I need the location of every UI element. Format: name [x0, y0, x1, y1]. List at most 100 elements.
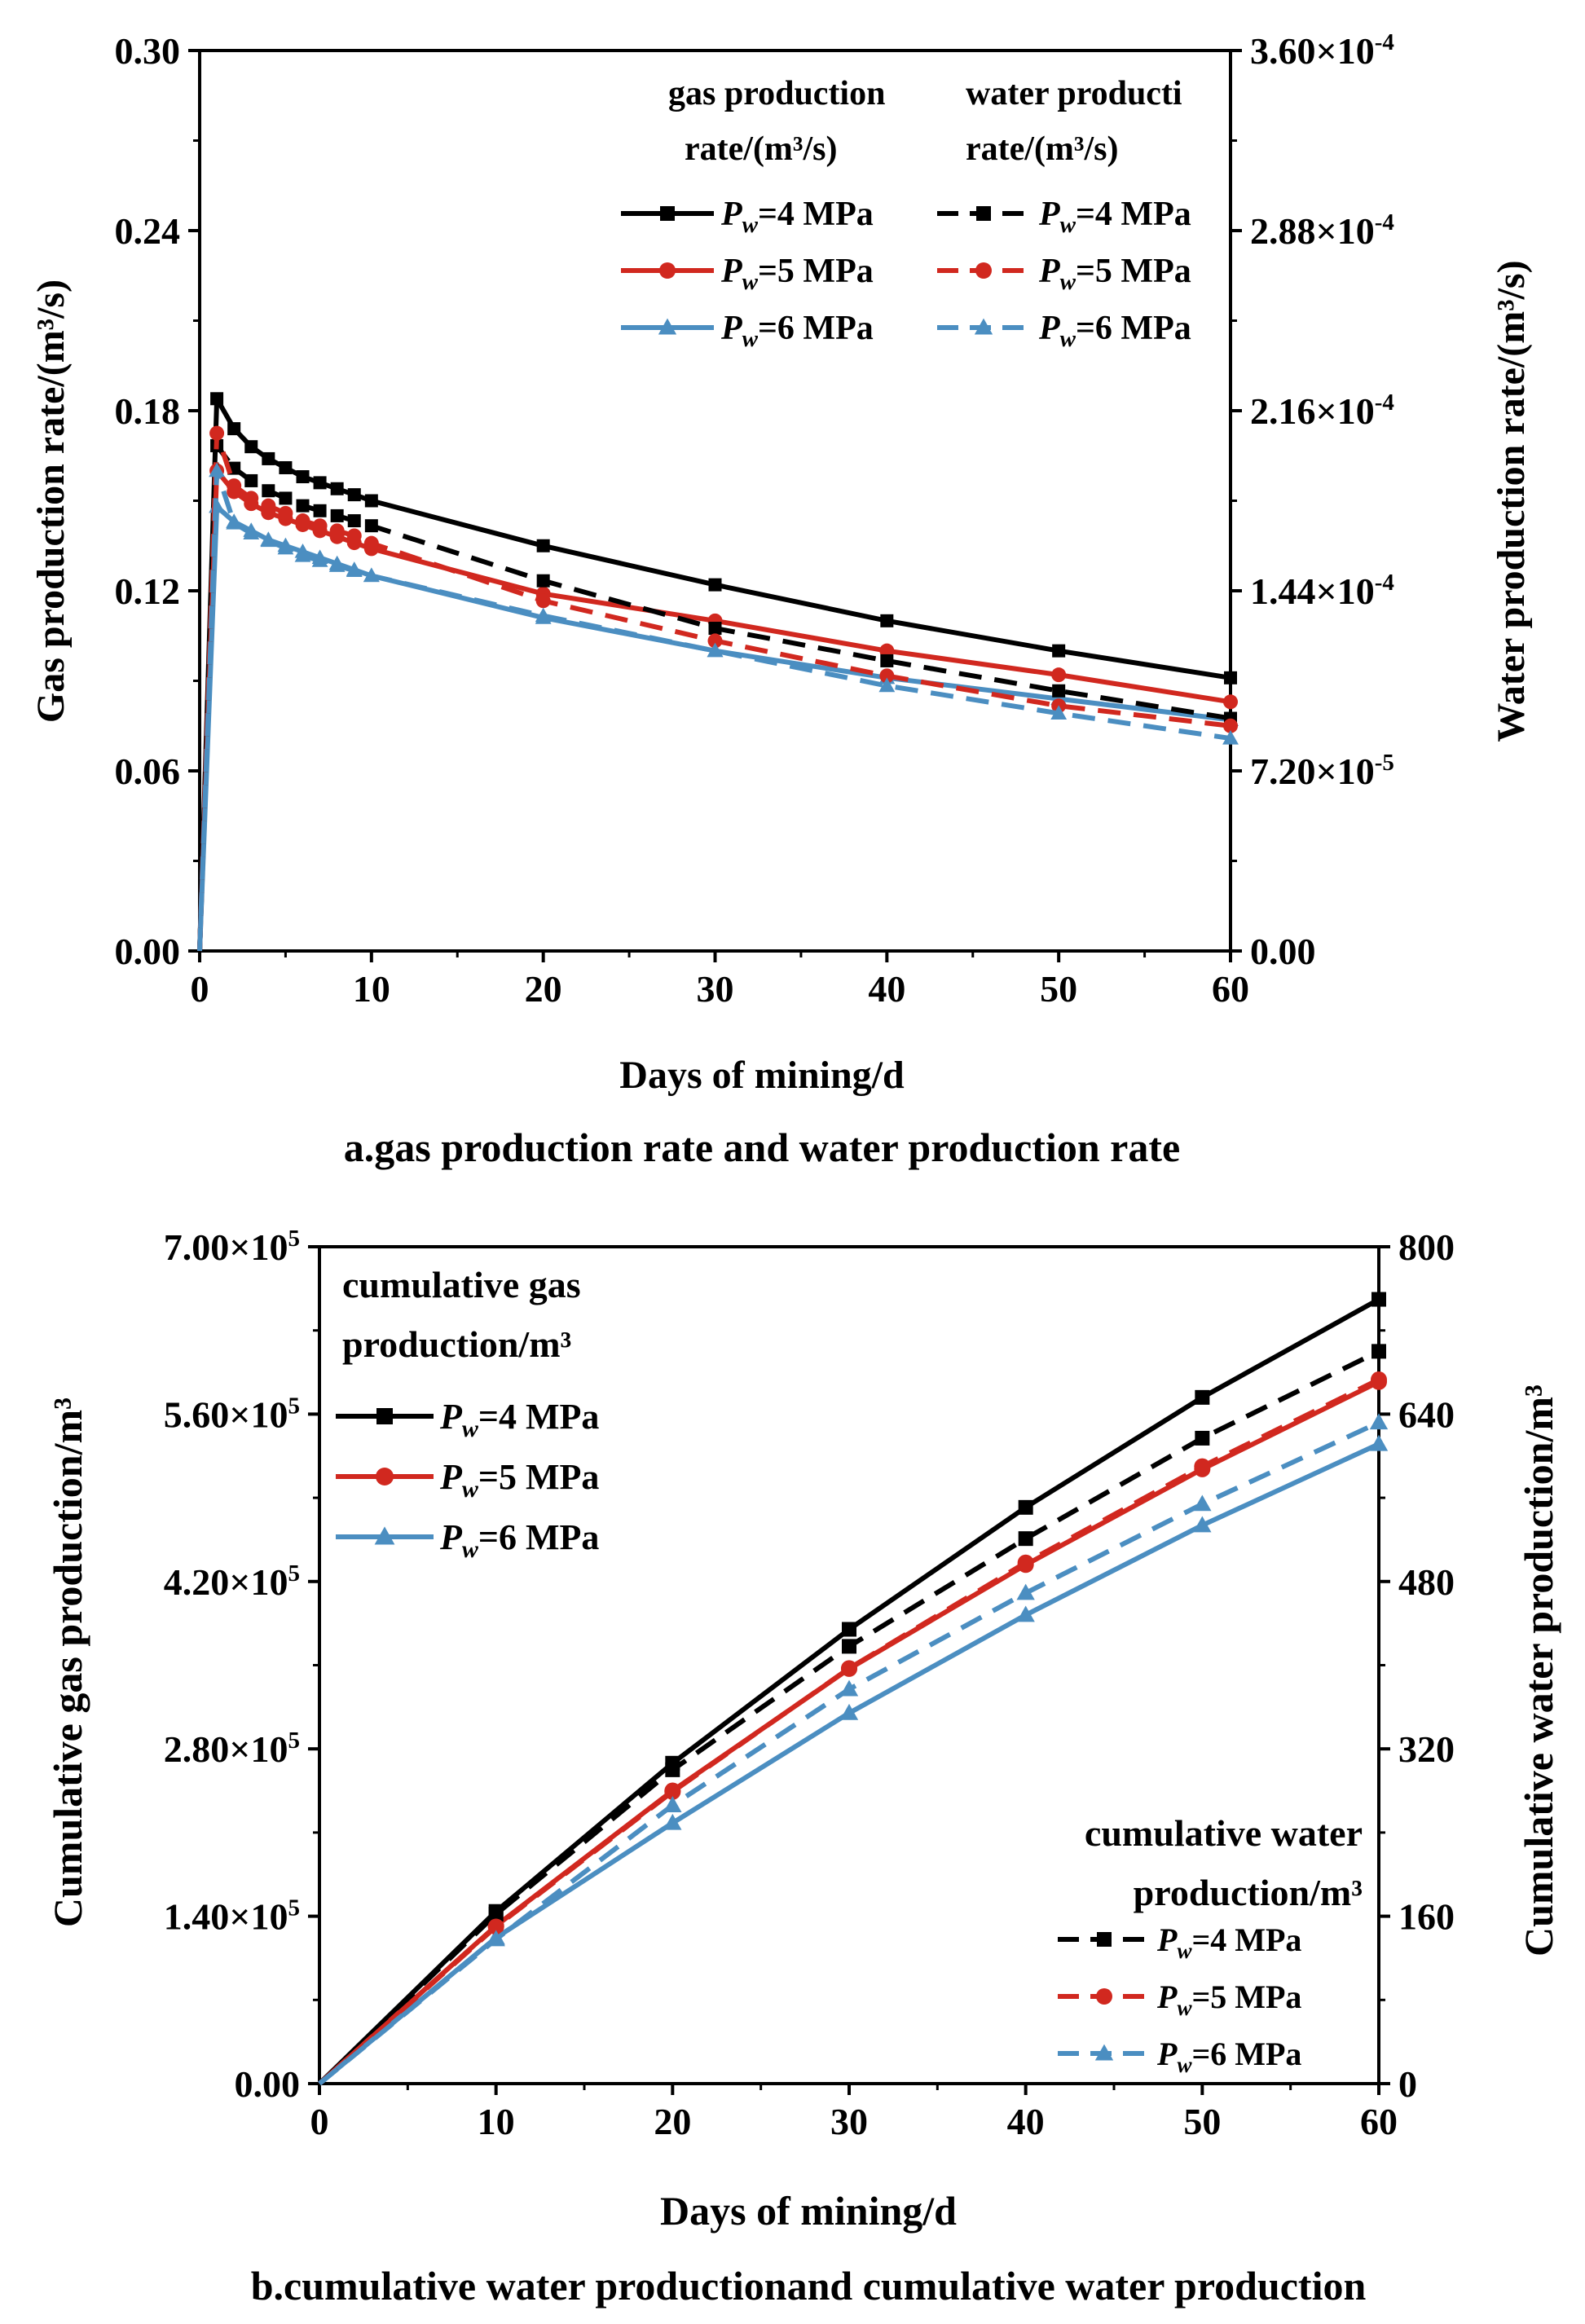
- legend-cum-water-entry-3: [1058, 2044, 1151, 2061]
- legend-gas-label-1: Pw=4 MPa: [720, 196, 874, 238]
- legend-gas-title-line1: gas production: [668, 75, 885, 112]
- data-point: [708, 578, 722, 592]
- y-left-tick-label: 0.00: [235, 2063, 301, 2105]
- data-point: [347, 514, 361, 528]
- data-point: [346, 528, 362, 544]
- data-point: [536, 539, 550, 552]
- series-2-line: [197, 468, 1231, 952]
- data-point: [841, 1660, 857, 1677]
- data-point: [311, 552, 328, 567]
- data-point: [1017, 1554, 1034, 1571]
- data-point: [296, 499, 310, 513]
- series-5: [318, 1371, 1387, 2086]
- legend-gas-title-line2: rate/(m³/s): [685, 130, 838, 168]
- series-4: [197, 438, 1237, 952]
- legend-cum-water-title-line2: production/m³: [1134, 1872, 1363, 1913]
- data-point: [665, 1762, 680, 1777]
- legend-gas-entry-1: [621, 206, 714, 221]
- series-1: [197, 392, 1237, 952]
- y-left-tick-label: 2.80×105: [164, 1728, 300, 1770]
- data-point: [313, 504, 327, 517]
- data-point: [364, 519, 378, 533]
- y-left-tick-label: 7.00×105: [164, 1226, 300, 1268]
- data-point: [1195, 1389, 1210, 1405]
- chart-b-legend: cumulative gas production/m³ Pw=4 MPa Pw=5 …: [336, 1264, 1363, 2077]
- data-point: [295, 513, 310, 529]
- y-right-tick-label: 480: [1398, 1561, 1455, 1603]
- data-point: [1018, 1531, 1033, 1547]
- data-point: [278, 505, 293, 521]
- y-right-tick-label: 2.88×10-4: [1250, 209, 1394, 252]
- data-point: [1222, 730, 1239, 745]
- legend-gas-label-2: Pw=5 MPa: [720, 253, 874, 295]
- y-right-tick-label: 160: [1398, 1896, 1455, 1938]
- chart-b-plot-area: [317, 1292, 1389, 2086]
- y-right-tick-label: 1.44×10-4: [1250, 570, 1394, 612]
- x-tick-label: 0: [310, 2101, 329, 2142]
- legend-water-entry-1: [937, 206, 1030, 221]
- legend-water-entry-3-marker: [974, 318, 993, 335]
- data-point: [363, 567, 380, 583]
- legend-cum-gas-entry-1: [336, 1408, 434, 1424]
- data-point: [330, 508, 344, 522]
- data-point: [1051, 667, 1067, 683]
- series-6-line: [197, 468, 1231, 952]
- chart-a-x-axis-label: Days of mining/d: [619, 1054, 905, 1097]
- x-tick-label: 20: [654, 2101, 691, 2142]
- y-left-tick-label: 0.24: [115, 210, 181, 252]
- series-4-line: [197, 443, 1231, 952]
- data-point: [1193, 1494, 1212, 1512]
- chart-a-legend: gas production rate/(m³/s) water producti r…: [621, 75, 1191, 352]
- data-point: [707, 633, 723, 649]
- data-point: [1371, 1371, 1387, 1389]
- data-point: [294, 547, 311, 562]
- legend-water-label-1: Pw=4 MPa: [1038, 196, 1191, 238]
- legend-cum-water-label-1: Pw=4 MPa: [1156, 1921, 1301, 1963]
- legend-cum-gas-entry-3-marker: [374, 1526, 395, 1545]
- data-point: [1195, 1430, 1210, 1446]
- data-point: [244, 491, 259, 506]
- legend-cum-water-label-2: Pw=5 MPa: [1156, 1978, 1301, 2020]
- y-left-tick-label: 5.60×105: [164, 1393, 300, 1435]
- data-point: [347, 488, 361, 502]
- chart-a-y-axis-left-label: Gas production rate/(m³/s): [29, 279, 73, 723]
- data-point: [312, 518, 328, 534]
- legend-cum-gas-entry-2-marker: [376, 1468, 394, 1486]
- data-point: [487, 1930, 505, 1947]
- legend-water-entry-1-marker: [976, 206, 991, 221]
- chart-b: 0 10 20 30 40 50 60 0.00 1.40×105 2.80×105 4.20×10…: [45, 1226, 1561, 2309]
- y-right-tick-label: 320: [1398, 1728, 1455, 1770]
- data-point: [313, 476, 327, 490]
- data-point: [1371, 1344, 1386, 1359]
- legend-water-label-2: Pw=5 MPa: [1038, 253, 1191, 295]
- x-tick-label: 40: [868, 968, 905, 1010]
- legend-cum-gas-title-line1: cumulative gas: [342, 1264, 581, 1305]
- data-point: [210, 392, 224, 406]
- y-left-tick-label: 0.06: [115, 750, 181, 792]
- data-point: [878, 677, 896, 693]
- data-point: [880, 654, 894, 667]
- legend-cum-gas-entry-3: [336, 1526, 434, 1545]
- data-point: [262, 451, 275, 465]
- chart-a-ticks: 0 10 20 30 40 50 600.000.060.120.180.240.300.0…: [115, 29, 1394, 1010]
- data-point: [279, 460, 293, 474]
- y-left-tick-label: 4.20×105: [164, 1560, 300, 1603]
- data-point: [842, 1639, 856, 1654]
- data-point: [707, 642, 724, 658]
- data-point: [1223, 694, 1238, 710]
- data-point: [663, 1796, 682, 1813]
- data-point: [535, 593, 551, 609]
- x-tick-label: 50: [1183, 2101, 1221, 2142]
- x-tick-label: 30: [830, 2101, 868, 2142]
- data-point: [1193, 1516, 1212, 1533]
- legend-cum-gas-title-line2: production/m³: [342, 1323, 571, 1365]
- data-point: [839, 1703, 859, 1720]
- y-right-tick-label: 7.20×10-5: [1250, 750, 1394, 792]
- legend-cum-water-entry-2-marker: [1096, 1988, 1112, 2005]
- x-tick-label: 0: [191, 968, 209, 1010]
- legend-cum-gas-entry-2: [336, 1468, 434, 1486]
- legend-water-title-line1: water producti: [966, 75, 1182, 112]
- chart-a: 0 10 20 30 40 50 600.000.060.120.180.240.300.0…: [29, 29, 1533, 1170]
- chart-a-caption: a.gas production rate and water producti…: [344, 1125, 1180, 1170]
- legend-gas-entry-3: [621, 318, 714, 335]
